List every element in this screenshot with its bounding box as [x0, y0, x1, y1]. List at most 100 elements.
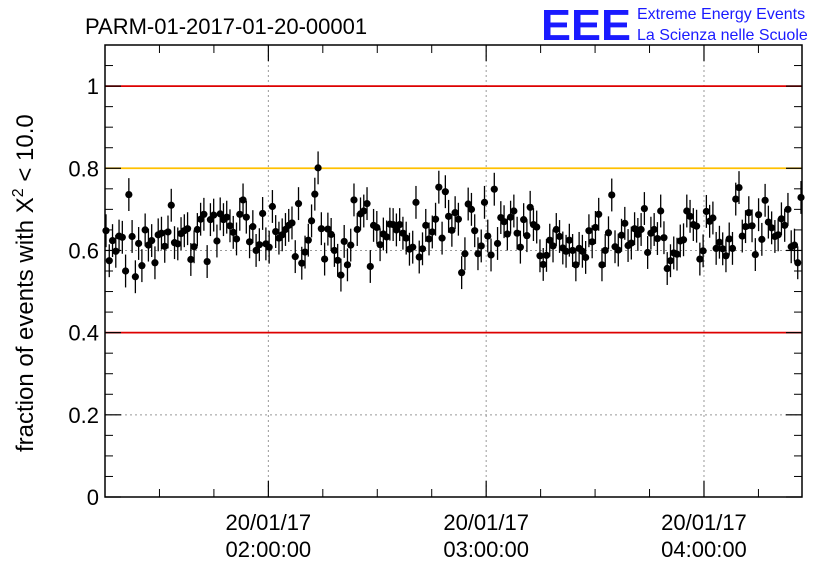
point-marker — [236, 210, 244, 218]
point-marker — [768, 224, 776, 232]
data-point — [360, 194, 368, 228]
data-point — [373, 211, 381, 244]
data-point — [321, 242, 329, 276]
data-point — [542, 238, 551, 272]
point-marker — [627, 239, 635, 247]
point-marker — [210, 211, 218, 219]
point-marker — [692, 222, 701, 230]
data-point — [138, 249, 146, 283]
data-point — [314, 151, 322, 185]
data-point — [663, 252, 671, 285]
point-marker — [666, 257, 675, 265]
data-point — [774, 218, 782, 252]
point-marker — [392, 226, 400, 234]
data-point — [657, 194, 665, 228]
point-marker — [781, 221, 789, 229]
data-point — [451, 196, 459, 230]
point-marker — [487, 251, 495, 259]
data-point — [396, 208, 404, 242]
data-point — [167, 188, 175, 222]
data-point — [311, 177, 319, 211]
point-marker — [164, 228, 172, 236]
point-marker — [268, 202, 277, 211]
data-point — [350, 183, 358, 217]
point-marker — [314, 164, 322, 172]
data-point — [448, 213, 456, 247]
point-marker — [373, 223, 381, 232]
point-marker — [294, 200, 303, 208]
point-marker — [131, 273, 139, 281]
data-point — [507, 200, 515, 234]
point-marker — [239, 196, 247, 204]
point-marker — [118, 233, 126, 241]
data-point — [272, 215, 280, 248]
data-point — [464, 187, 472, 221]
point-marker — [513, 229, 521, 237]
point-marker — [663, 264, 671, 273]
point-marker — [343, 261, 352, 269]
point-marker — [758, 235, 766, 243]
y-tick-label: 0.2 — [68, 403, 99, 428]
chart-title: PARM-01-2017-01-20-00001 — [85, 14, 367, 39]
data-point — [497, 201, 505, 235]
data-point — [392, 213, 400, 247]
point-marker — [595, 210, 603, 218]
data-point — [249, 210, 257, 244]
point-marker — [161, 242, 169, 250]
data-point — [683, 194, 691, 228]
data-point — [428, 215, 436, 249]
data-point — [340, 224, 348, 258]
eee-logo: EEE Extreme Energy Events La Scienza nel… — [541, 1, 808, 50]
point-marker — [555, 232, 564, 241]
eee-logo-text: EEE — [541, 1, 631, 50]
point-marker — [614, 246, 622, 254]
data-point — [183, 212, 192, 246]
data-point — [709, 201, 717, 235]
point-marker — [660, 234, 668, 242]
point-marker — [637, 225, 645, 234]
point-marker — [187, 255, 195, 264]
data-point — [493, 227, 502, 260]
data-point — [135, 227, 143, 260]
point-marker — [601, 246, 609, 255]
point-marker — [523, 232, 531, 240]
data-point — [438, 221, 446, 255]
point-marker — [353, 225, 361, 234]
data-point — [125, 178, 133, 212]
data-point — [454, 202, 462, 236]
data-point — [236, 197, 244, 231]
data-point — [112, 234, 120, 268]
point-marker — [151, 259, 159, 267]
x-tick-time: 02:00:00 — [226, 537, 312, 562]
point-marker — [582, 253, 590, 262]
data-point — [461, 237, 469, 271]
data-point — [735, 171, 743, 205]
data-point — [526, 190, 534, 224]
x-tick-date: 20/01/17 — [443, 510, 529, 535]
data-point — [790, 228, 799, 262]
point-marker — [533, 223, 541, 231]
point-marker — [673, 250, 681, 258]
point-marker — [366, 262, 374, 271]
point-marker — [226, 222, 234, 230]
point-marker — [712, 244, 720, 252]
data-point — [353, 213, 361, 246]
data-point — [637, 213, 645, 246]
point-marker — [572, 261, 580, 269]
data-point — [510, 194, 518, 228]
point-marker — [249, 223, 257, 231]
data-point — [151, 246, 159, 280]
data-point — [415, 240, 423, 274]
point-marker — [105, 257, 113, 265]
point-marker — [568, 246, 577, 255]
data-point — [164, 215, 172, 249]
data-point — [582, 241, 590, 274]
data-point — [777, 202, 786, 236]
data-point — [797, 181, 805, 214]
data-point — [722, 239, 730, 273]
data-point — [549, 229, 557, 263]
data-point — [591, 211, 600, 244]
data-point — [157, 216, 166, 250]
point-marker — [193, 225, 201, 234]
point-marker — [719, 245, 727, 253]
